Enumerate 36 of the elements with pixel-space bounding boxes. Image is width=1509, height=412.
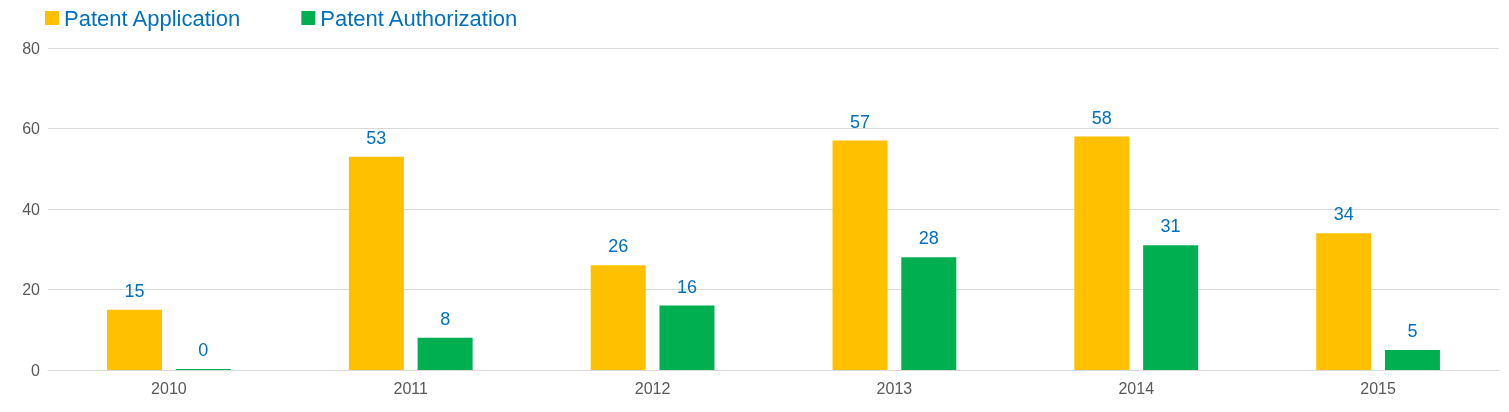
x-tick-label: 2015 [1360,379,1396,397]
y-tick-label: 60 [22,120,41,137]
data-label: 8 [440,308,451,329]
data-label: 16 [676,276,697,297]
bar [1316,233,1372,370]
data-label: 34 [1333,204,1354,225]
x-tick-label: 2011 [393,379,429,397]
legend-label: Patent Authorization [320,5,518,31]
y-tick-label: 0 [31,361,41,379]
x-tick-label: 2010 [151,379,187,397]
data-label: 5 [1407,320,1418,341]
x-tick-label: 2014 [1118,379,1155,397]
data-label: 0 [198,340,209,360]
bar [1074,136,1130,370]
x-tick-label: 2012 [634,379,671,397]
x-tick-label: 2013 [876,379,913,397]
legend-label: Patent Application [64,5,241,31]
data-label: 28 [918,228,939,249]
data-label: 15 [124,280,145,301]
data-label: 53 [366,127,387,148]
data-label: 58 [1091,107,1112,128]
bar [832,140,888,370]
bar [1384,349,1440,370]
bar [348,156,404,370]
bar [107,309,163,370]
bar [417,337,473,370]
y-tick-label: 80 [22,39,41,57]
data-label: 26 [608,236,629,257]
data-label: 31 [1160,216,1181,237]
y-tick-label: 20 [22,281,41,298]
y-tick-label: 40 [22,200,41,218]
bar [659,305,715,370]
data-label: 57 [850,111,871,132]
bar [901,257,957,370]
bar [590,265,646,370]
bar [1143,245,1199,370]
